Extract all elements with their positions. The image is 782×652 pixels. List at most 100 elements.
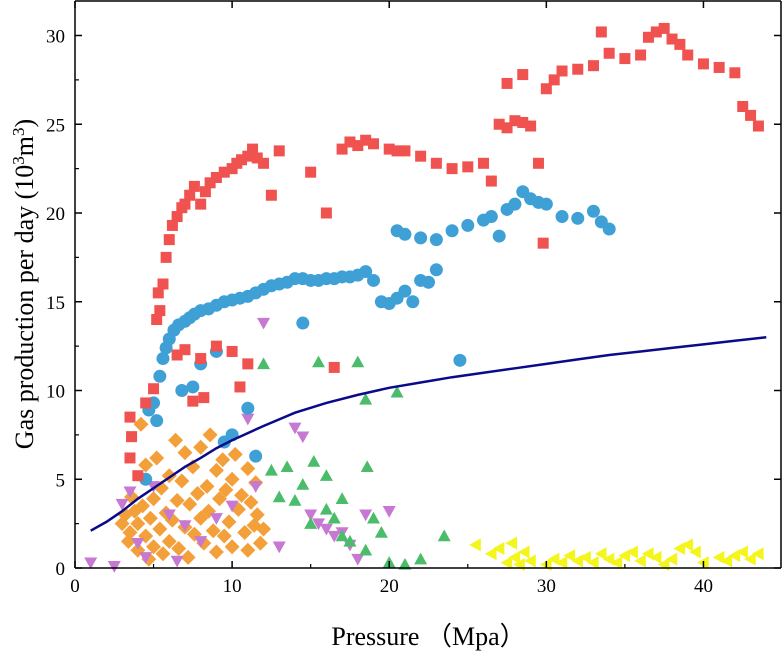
data-point bbox=[288, 494, 302, 506]
data-point bbox=[517, 116, 529, 128]
data-point bbox=[736, 545, 748, 559]
data-point bbox=[674, 38, 686, 50]
data-point bbox=[166, 219, 178, 231]
data-point bbox=[649, 550, 662, 564]
y-axis-ticks: 0 5 10 15 20 25 30 bbox=[46, 27, 781, 580]
data-point bbox=[242, 358, 254, 370]
data-point bbox=[208, 544, 224, 560]
y-axis-title-exponent-2: 3 bbox=[9, 127, 28, 136]
data-point bbox=[367, 511, 381, 524]
data-point bbox=[602, 222, 616, 236]
data-point bbox=[352, 140, 364, 152]
data-point bbox=[184, 189, 196, 201]
data-point bbox=[247, 143, 259, 155]
data-point bbox=[437, 529, 451, 542]
data-point bbox=[501, 77, 513, 89]
data-point bbox=[257, 357, 271, 370]
data-point bbox=[359, 509, 373, 522]
data-point bbox=[155, 546, 171, 562]
data-point bbox=[190, 485, 206, 501]
data-point bbox=[532, 157, 544, 169]
data-point bbox=[603, 47, 615, 59]
data-point bbox=[171, 211, 183, 223]
data-point bbox=[241, 401, 255, 415]
data-point bbox=[304, 509, 318, 522]
data-point bbox=[142, 510, 158, 526]
data-point bbox=[224, 471, 240, 487]
data-point bbox=[359, 543, 373, 556]
data-point bbox=[492, 229, 506, 243]
x-tick-label: 0 bbox=[70, 576, 80, 597]
y-tick-label: 15 bbox=[46, 293, 65, 314]
data-point bbox=[635, 49, 647, 61]
data-point bbox=[179, 344, 191, 356]
data-point bbox=[351, 553, 365, 566]
data-point bbox=[658, 22, 670, 34]
data-point bbox=[153, 369, 167, 383]
data-point bbox=[336, 143, 348, 155]
data-point bbox=[681, 538, 693, 552]
data-point bbox=[107, 561, 121, 573]
data-point bbox=[195, 353, 207, 365]
data-point bbox=[160, 251, 172, 263]
data-point bbox=[594, 547, 607, 561]
data-point bbox=[152, 521, 168, 537]
data-point bbox=[124, 411, 136, 423]
x-tick-label: 40 bbox=[694, 576, 713, 597]
data-point bbox=[216, 528, 232, 544]
data-point bbox=[508, 550, 521, 564]
plot-area bbox=[84, 22, 767, 573]
data-point bbox=[335, 492, 349, 504]
data-point bbox=[360, 460, 374, 473]
data-point bbox=[429, 233, 443, 247]
y-axis-title: Gas production per day (103m3) Critical … bbox=[9, 119, 39, 449]
data-point bbox=[123, 486, 137, 499]
data-point bbox=[469, 538, 481, 552]
data-point bbox=[461, 218, 475, 232]
data-point bbox=[161, 533, 177, 549]
data-point bbox=[224, 539, 240, 555]
data-point bbox=[359, 392, 373, 405]
data-point bbox=[227, 446, 243, 462]
x-tick-label: 30 bbox=[537, 576, 556, 597]
data-point bbox=[215, 452, 231, 468]
data-point bbox=[319, 469, 333, 481]
data-point bbox=[140, 397, 152, 409]
data-point bbox=[177, 445, 193, 461]
data-point bbox=[501, 122, 513, 134]
y-axis-title-unit: m bbox=[10, 136, 39, 156]
data-point bbox=[212, 491, 228, 507]
data-point bbox=[484, 547, 497, 561]
data-point bbox=[198, 392, 210, 404]
data-point bbox=[713, 61, 725, 73]
data-point bbox=[171, 349, 183, 361]
data-point bbox=[242, 150, 254, 162]
data-point bbox=[149, 450, 165, 466]
data-point bbox=[162, 509, 176, 522]
data-point bbox=[249, 507, 265, 523]
series-well-pt2-6 bbox=[257, 355, 451, 570]
data-point bbox=[744, 552, 756, 566]
data-point bbox=[509, 115, 521, 127]
data-point bbox=[258, 157, 270, 169]
data-point bbox=[737, 101, 749, 112]
data-point bbox=[182, 496, 198, 512]
data-point bbox=[252, 535, 268, 551]
data-point bbox=[221, 514, 237, 530]
data-point bbox=[446, 163, 458, 175]
x-tick-label: 20 bbox=[380, 576, 399, 597]
data-point bbox=[563, 549, 576, 563]
series-well-pt2-1 bbox=[469, 536, 764, 571]
data-point bbox=[296, 316, 310, 330]
data-point bbox=[477, 157, 489, 169]
data-point bbox=[634, 554, 646, 568]
data-point bbox=[572, 63, 584, 75]
data-point bbox=[194, 536, 208, 548]
data-point bbox=[138, 457, 154, 473]
data-point bbox=[539, 197, 553, 211]
data-point bbox=[148, 383, 160, 395]
data-point bbox=[430, 157, 442, 169]
data-point bbox=[170, 555, 184, 568]
y-tick-label: 25 bbox=[46, 115, 65, 136]
data-point bbox=[571, 211, 585, 225]
